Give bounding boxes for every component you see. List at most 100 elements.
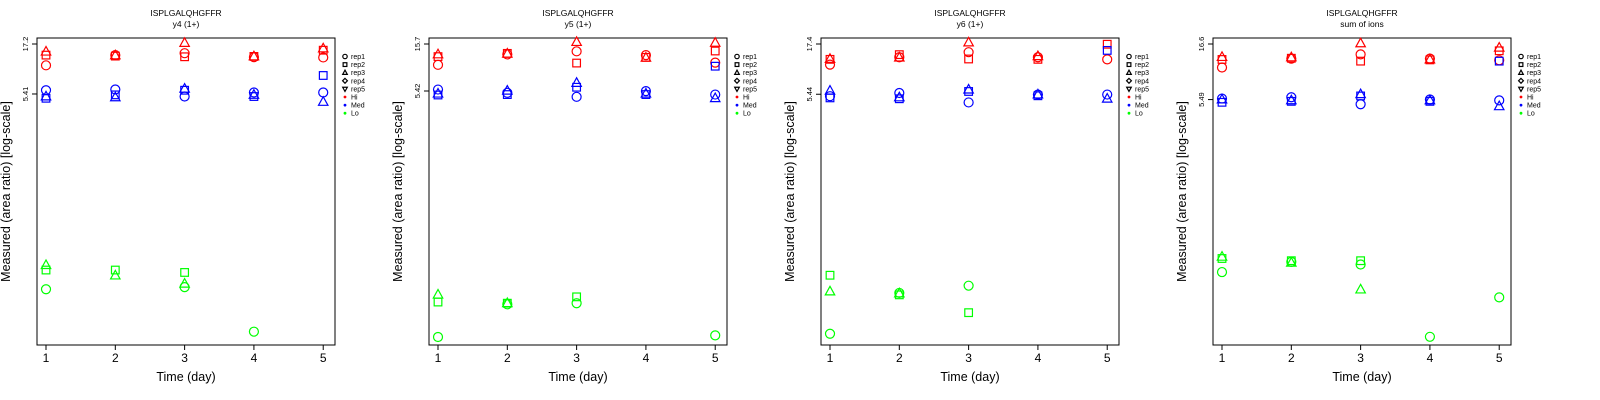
data-point — [1032, 49, 1044, 61]
data-point — [1493, 99, 1505, 111]
x-axis-label: Time (day) — [940, 370, 999, 384]
data-point — [962, 36, 975, 47]
data-point — [432, 59, 444, 70]
y-tick-label: 5.44 — [805, 87, 814, 102]
data-point — [1102, 54, 1113, 65]
data-point — [570, 35, 583, 47]
data-point — [1285, 256, 1298, 267]
data-point — [571, 46, 582, 57]
legend-label: rep4 — [743, 78, 757, 85]
data-points — [824, 36, 1113, 339]
data-point — [893, 287, 906, 298]
legend-label: Hi — [1135, 95, 1142, 102]
data-point — [570, 76, 583, 87]
data-point — [109, 49, 122, 60]
legend-color-dot — [1127, 95, 1131, 99]
x-tick-label: 5 — [1496, 351, 1503, 365]
data-point — [432, 48, 444, 59]
legend-label: rep2 — [743, 62, 757, 69]
chart-title: ISPLGALQHGFFR — [150, 8, 221, 18]
data-point — [964, 308, 974, 318]
data-point — [824, 52, 836, 63]
plot-frame — [36, 37, 336, 346]
data-point — [893, 51, 906, 62]
data-point — [40, 258, 52, 270]
data-point — [963, 280, 974, 291]
data-point — [40, 90, 52, 101]
data-point — [962, 83, 975, 94]
data-point — [640, 87, 652, 98]
x-tick-label: 3 — [181, 351, 188, 365]
legend-label: rep5 — [1527, 86, 1541, 93]
data-point — [1355, 99, 1366, 110]
data-point — [248, 87, 260, 98]
data-point — [432, 331, 444, 343]
x-tick-label: 4 — [1035, 351, 1042, 365]
chart-subtitle: sum of ions — [1340, 19, 1383, 29]
data-points — [1216, 36, 1505, 342]
data-point — [824, 328, 836, 339]
data-point — [432, 84, 444, 95]
data-point — [894, 50, 904, 60]
data-point — [1216, 266, 1228, 278]
y-tick-label: 5.41 — [21, 87, 30, 102]
data-point — [1493, 41, 1505, 52]
x-tick-label: 3 — [965, 351, 972, 365]
data-point — [1216, 50, 1228, 62]
legend-label: rep1 — [351, 54, 365, 61]
legend-label: rep1 — [1135, 54, 1149, 61]
legend-color-dot — [343, 103, 347, 107]
data-point — [40, 60, 52, 71]
data-point — [179, 48, 190, 59]
data-point — [110, 84, 121, 95]
legend-label: Lo — [743, 111, 751, 118]
x-tick-label: 2 — [896, 351, 903, 365]
legend-color-dot — [1519, 95, 1523, 99]
data-point — [1101, 92, 1113, 103]
legend-color-dot — [343, 111, 347, 115]
x-tick-label: 2 — [112, 351, 119, 365]
x-tick-label: 1 — [827, 351, 834, 365]
x-tick-label: 4 — [251, 351, 258, 365]
y-tick-label: 16.6 — [1197, 37, 1206, 52]
data-point — [571, 91, 582, 102]
data-point — [317, 95, 329, 106]
legend-label: Med — [351, 103, 365, 110]
legend-label: rep4 — [1135, 78, 1149, 85]
chart-title: ISPLGALQHGFFR — [934, 8, 1005, 18]
data-point — [1425, 55, 1435, 65]
data-point — [709, 36, 721, 47]
legend-label: Med — [1527, 103, 1541, 110]
x-tick-label: 5 — [320, 351, 327, 365]
data-point — [710, 46, 720, 56]
data-point — [824, 59, 836, 70]
data-points — [432, 35, 721, 343]
data-point — [710, 89, 721, 100]
legend-marker — [341, 86, 349, 93]
legend-label: rep2 — [351, 62, 365, 69]
legend-color-dot — [1127, 111, 1131, 115]
legend-color-dot — [735, 103, 739, 107]
x-tick-label: 1 — [435, 351, 442, 365]
data-point — [710, 330, 721, 341]
data-point — [1354, 36, 1367, 48]
data-point — [1285, 93, 1298, 105]
data-point — [248, 326, 260, 337]
data-point — [640, 50, 652, 61]
data-point — [1354, 87, 1367, 99]
x-tick-label: 4 — [1427, 351, 1434, 365]
data-point — [1102, 89, 1113, 100]
data-point — [963, 97, 974, 108]
data-point — [501, 84, 514, 95]
data-point — [710, 57, 721, 68]
x-axis-label: Time (day) — [1332, 370, 1391, 384]
plot-frame — [1212, 37, 1512, 346]
data-point — [1216, 93, 1228, 104]
legend-marker — [1125, 68, 1133, 75]
data-point — [110, 265, 120, 275]
x-tick-label: 1 — [1219, 351, 1226, 365]
chart-title: ISPLGALQHGFFR — [542, 8, 613, 18]
legend-label: rep3 — [1135, 70, 1149, 77]
